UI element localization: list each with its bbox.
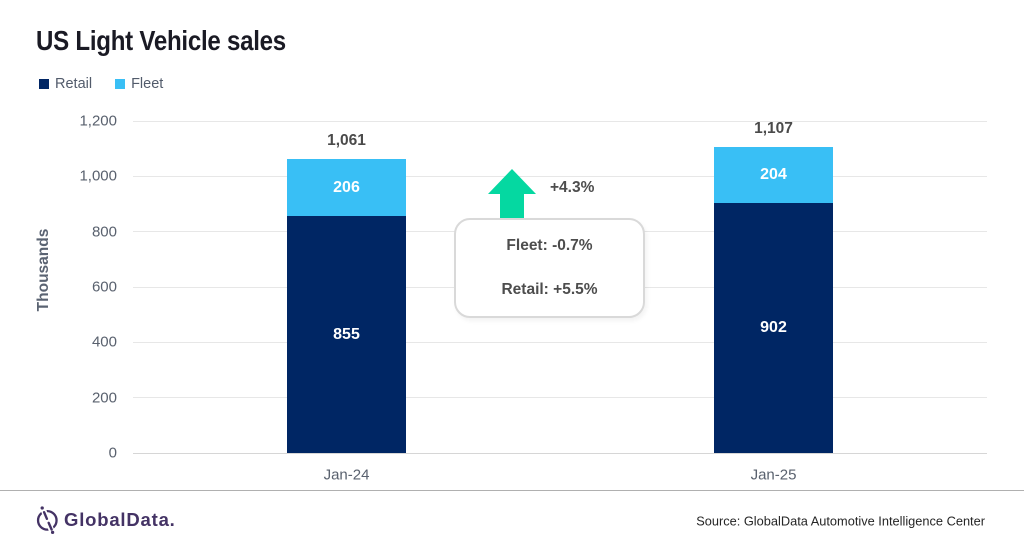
bar-value-label: 204 <box>760 166 787 184</box>
legend-swatch-fleet <box>115 79 126 89</box>
bar-value-label: 206 <box>333 178 360 196</box>
x-tick-label-jan-25: Jan-25 <box>750 466 797 484</box>
legend-label-fleet: Fleet <box>131 76 164 92</box>
callout-box: Fleet: -0.7% Retail: +5.5% <box>454 218 645 318</box>
legend-item-fleet: Fleet <box>115 76 163 92</box>
x-tick-label-jan-24: Jan-24 <box>323 466 370 484</box>
callout-fleet-change: Fleet: -0.7% <box>506 237 593 254</box>
total-change-label: +4.3% <box>550 179 595 196</box>
bar-total-label-jan-25: 1,107 <box>754 120 793 137</box>
brand-logo: GlobalData. <box>35 504 176 536</box>
y-tick-label-800: 800 <box>91 223 117 241</box>
bar-jan-24-fleet: 206 <box>287 159 406 217</box>
y-tick-label-0: 0 <box>108 444 117 462</box>
y-tick-label-400: 400 <box>91 333 117 351</box>
source-note: Source: GlobalData Automotive Intelligen… <box>696 513 985 529</box>
y-tick-label-200: 200 <box>91 389 117 407</box>
x-axis-line <box>133 452 987 454</box>
globaldata-logo-icon <box>36 505 58 536</box>
gridline-1200 <box>133 120 987 122</box>
brand-name: GlobalData. <box>64 509 176 530</box>
footer-divider <box>0 490 1024 491</box>
bar-jan-24-retail: 855 <box>287 216 406 453</box>
y-tick-label-1200: 1,200 <box>79 112 117 130</box>
y-tick-label-600: 600 <box>91 278 117 296</box>
gridline-1000 <box>133 175 987 177</box>
gridline-200 <box>133 397 987 399</box>
legend-swatch-retail <box>39 79 49 89</box>
bar-value-label: 902 <box>760 319 787 337</box>
legend-item-retail: Retail <box>39 76 92 92</box>
bar-jan-25-fleet: 204 <box>714 147 833 204</box>
increase-arrow-icon <box>488 169 536 219</box>
chart-title: US Light Vehicle sales <box>36 25 286 56</box>
bar-value-label: 855 <box>333 325 360 343</box>
legend: Retail Fleet <box>39 76 163 92</box>
bar-total-label-jan-24: 1,061 <box>327 132 366 150</box>
gridline-400 <box>133 341 987 343</box>
y-tick-label-1000: 1,000 <box>79 167 117 185</box>
legend-label-retail: Retail <box>55 76 93 92</box>
callout-retail-change: Retail: +5.5% <box>501 281 598 298</box>
bar-jan-25-retail: 902 <box>714 203 833 453</box>
